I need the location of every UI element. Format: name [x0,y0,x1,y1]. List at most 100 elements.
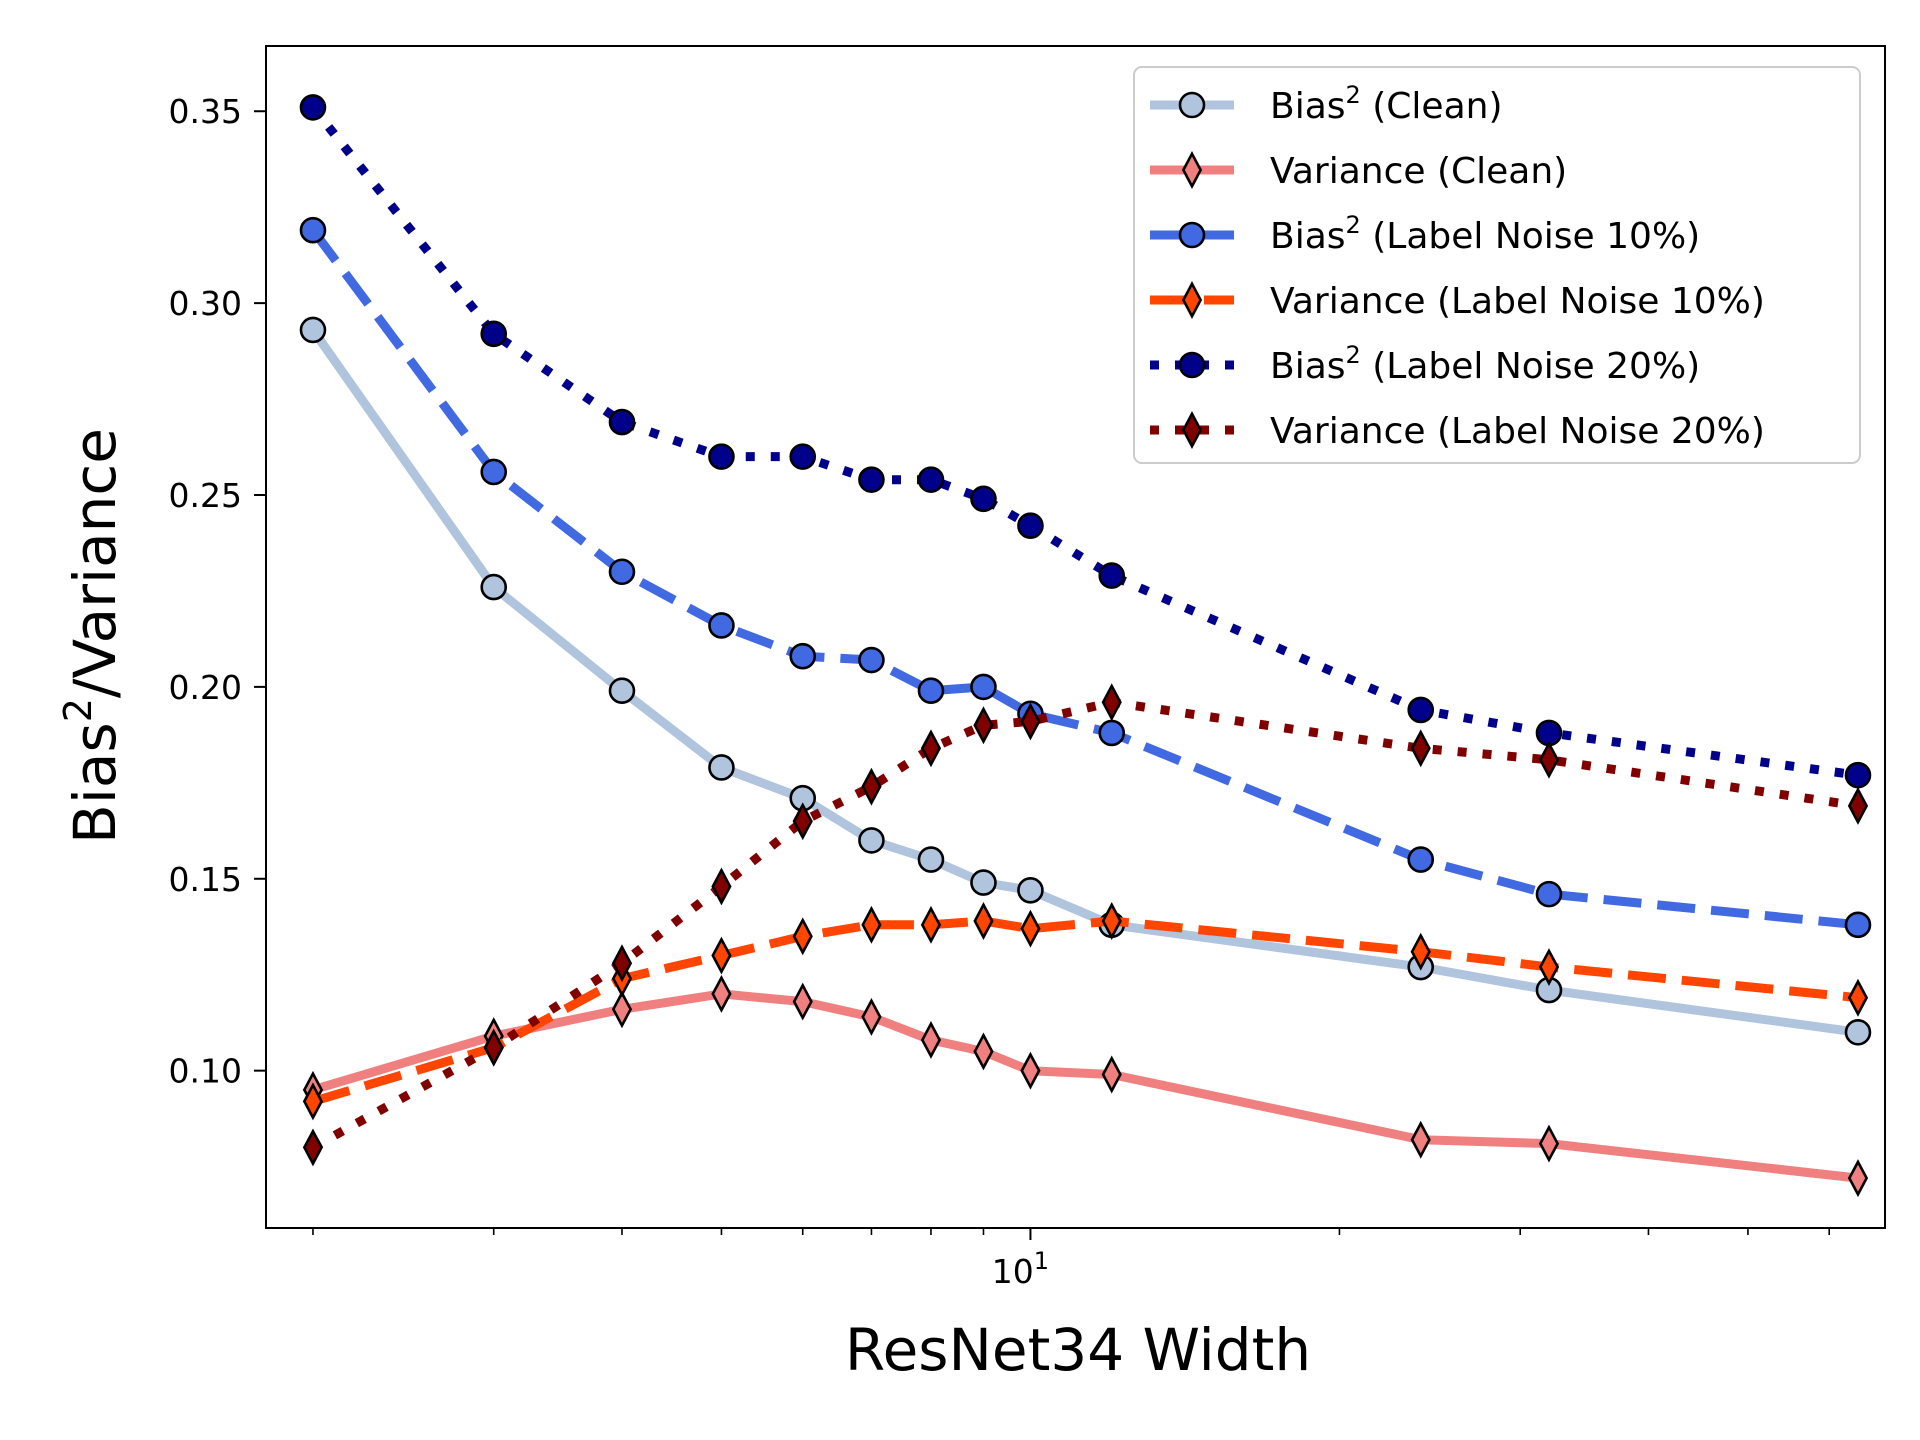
data-point [1538,740,1560,779]
data-point [1101,1055,1122,1094]
legend-box [1133,66,1861,464]
data-point [1847,1159,1869,1198]
data-point [611,990,633,1029]
series-layer [299,94,1872,1198]
legend-entry: Bias2 (Label Noise 20%) [1150,341,1700,387]
legend-marker [1181,411,1203,449]
data-point [608,408,636,436]
data-point [792,982,813,1021]
data-point [858,646,885,674]
data-point [1844,1018,1872,1046]
data-point [1410,1120,1431,1159]
data-point [973,902,994,940]
data-point [861,905,882,944]
series-5 [302,683,1869,1167]
data-point [480,320,508,348]
data-point [1098,719,1126,747]
data-point [1410,932,1431,971]
data-point [302,1082,324,1121]
data-point [1098,562,1126,589]
y-axis-label-suffix: /Variance [61,428,129,698]
data-point [1017,876,1044,904]
data-point [789,642,817,670]
legend-label: Variance (Label Noise 10%) [1270,281,1765,322]
data-point [711,974,732,1013]
y-axis-label-base: Bias [61,722,129,844]
y-tick-label: 0.25 [169,476,242,515]
legend-marker [1181,151,1203,189]
data-point [1535,880,1563,908]
series-4 [299,94,1872,789]
data-point [299,316,327,344]
data-point [1847,786,1869,825]
legend-entry: Bias2 (Label Noise 10%) [1150,211,1700,257]
data-point [1538,1124,1560,1163]
data-point [973,706,994,745]
y-axis: 0.10 0.15 0.20 0.25 0.30 0.35 [169,92,266,1091]
data-point [1844,911,1872,939]
y-tick-label: 0.35 [169,92,242,131]
data-point [1410,729,1431,768]
plot-frame [265,45,1886,1229]
data-point [708,612,735,639]
data-point [861,997,882,1036]
data-point [917,677,945,705]
data-point [858,827,885,854]
x-axis: 101 [312,1228,1831,1291]
legend-label: Variance (Clean) [1270,151,1567,192]
data-point [920,729,942,768]
legend-marker [1178,221,1206,249]
data-point [1101,902,1122,940]
data-point [1101,683,1122,722]
data-point [611,944,633,983]
data-point [792,802,813,841]
data-point [1844,761,1872,789]
data-point [1538,948,1560,987]
data-point [483,1028,504,1067]
data-point [1407,846,1435,873]
data-point [792,917,813,956]
data-point [917,846,945,873]
x-tick-label: 101 [992,1247,1049,1291]
y-tick-label: 0.10 [169,1052,242,1091]
data-point [1020,1051,1041,1090]
y-tick-label: 0.20 [169,668,242,707]
y-tick-label: 0.15 [169,860,242,899]
data-point [708,754,735,781]
data-point [970,673,997,701]
legend: Bias2 (Clean) Variance (Clean) Bias2 (Labe… [1133,66,1861,464]
data-point [480,573,508,601]
data-point [608,558,636,586]
legend-label: Variance (Label Noise 20%) [1270,411,1765,452]
legend-entry: Variance (Label Noise 20%) [1150,411,1765,452]
data-point [1407,696,1435,724]
legend-entry: Bias2 (Clean) [1150,81,1503,127]
data-point [789,443,817,470]
data-point [917,466,945,493]
data-point [1020,909,1041,948]
data-point [1017,512,1044,540]
y-tick-label: 0.30 [169,284,242,323]
series-2 [299,216,1872,939]
data-point [711,936,732,975]
x-axis-label: ResNet34 Width [845,1316,1311,1384]
legend-marker [1178,91,1206,119]
data-point [858,466,885,493]
data-point [302,1128,324,1167]
data-point [480,458,508,486]
data-point [970,485,997,513]
legend-entry: Variance (Label Noise 10%) [1150,281,1765,322]
data-point [861,767,882,806]
data-point [1847,978,1869,1017]
y-axis-label-superscript: 2 [56,698,100,722]
legend-entry: Variance (Clean) [1150,151,1567,192]
legend-marker [1181,281,1203,319]
data-point [920,1020,942,1059]
y-axis-label: Bias2/Variance [56,428,129,844]
data-point [608,677,636,705]
data-point [711,867,732,906]
legend-label: Bias2 (Clean) [1270,81,1503,127]
data-point [920,905,942,944]
legend-label: Bias2 (Label Noise 10%) [1270,211,1700,257]
